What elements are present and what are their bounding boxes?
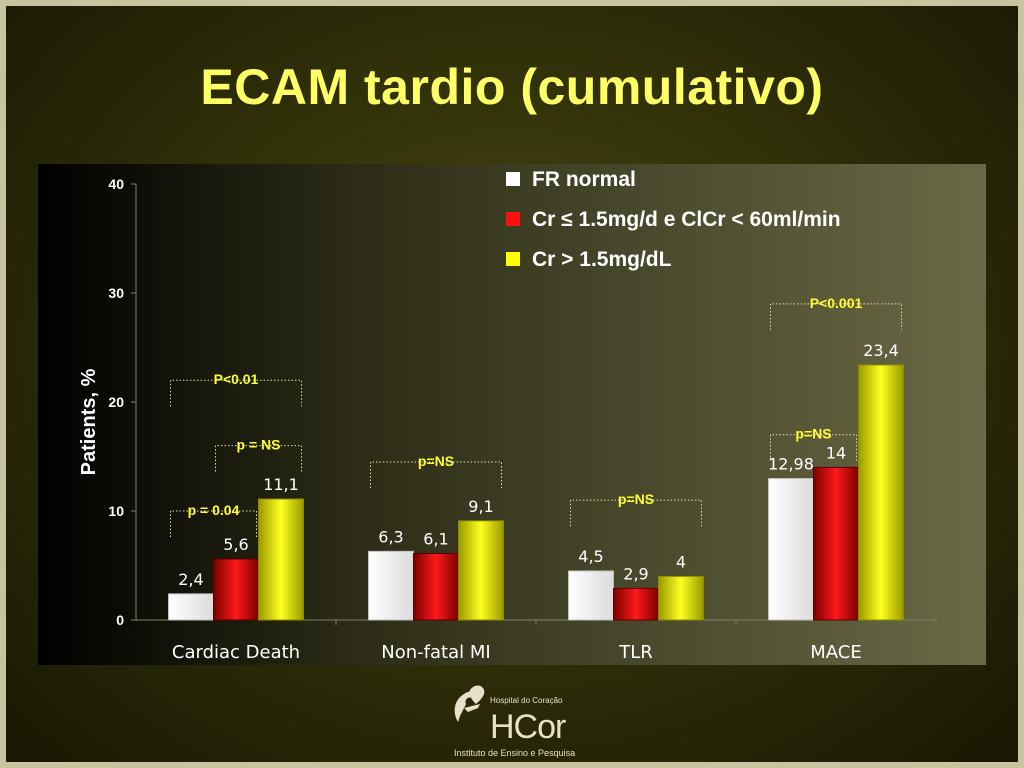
data-label: 11,1 — [263, 475, 299, 494]
bar-2-2 — [413, 553, 459, 621]
data-label: 14 — [826, 443, 846, 462]
bar-1-2 — [368, 550, 414, 621]
bar-1-4 — [768, 478, 814, 621]
chart: 0 10 20 30 40 Cardiac Death Non-fatal MI TLR MAC… — [38, 164, 986, 665]
significance-label: p = 0.04 — [188, 502, 240, 518]
significance-label: P<0.001 — [810, 295, 863, 311]
legend-swatch-1 — [506, 172, 520, 186]
y-tick-label: 20 — [108, 394, 124, 410]
bars-layer: 2,4 6,3 4,5 12,98 5,6 6,1 2,9 14 11,1 9,1 4 23,4 — [168, 341, 904, 621]
category-label: Non-fatal MI — [381, 642, 490, 663]
data-label: 4,5 — [578, 547, 603, 566]
data-label: 12,98 — [768, 455, 814, 474]
logo-hospital-name: Hospital do Coração — [490, 696, 563, 705]
bar-2-3 — [613, 587, 659, 621]
significance-bracket — [570, 499, 702, 527]
significance-bracket — [170, 379, 302, 407]
slide: ECAM tardio (cumulativo) — [6, 6, 1018, 762]
significance-label: p=NS — [795, 426, 831, 442]
legend-label-2: Cr ≤ 1.5mg/d e ClCr < 60ml/min — [532, 208, 841, 231]
y-tick-label: 0 — [116, 612, 124, 628]
significance-label: P<0.01 — [214, 371, 259, 387]
significance-label: p = NS — [237, 437, 281, 453]
legend-label-1: FR normal — [532, 168, 636, 191]
data-label: 9,1 — [468, 497, 493, 516]
data-label: 2,9 — [623, 564, 648, 583]
data-label: 5,6 — [223, 535, 248, 554]
data-label: 6,3 — [378, 527, 403, 546]
y-tick-label: 30 — [108, 285, 124, 301]
data-label: 2,4 — [178, 570, 203, 589]
bar-1-1 — [168, 593, 214, 621]
y-axis-label: Patients, % — [78, 368, 100, 475]
category-label: Cardiac Death — [172, 642, 300, 663]
significance-bracket — [370, 461, 502, 488]
bar-2-1 — [213, 558, 259, 621]
data-label: 23,4 — [863, 341, 899, 360]
data-label: 4 — [676, 552, 686, 571]
legend-swatch-3 — [506, 252, 520, 266]
annotations-layer: P<0.01 p = NS p = 0.04 p=NS p=NS p=NS P<0.001 — [170, 295, 902, 537]
axis-layer: 0 10 20 30 40 Cardiac Death Non-fatal MI TLR MAC… — [108, 176, 937, 663]
bar-3-4 — [858, 364, 904, 621]
category-label: TLR — [618, 642, 653, 663]
logo-brand: HCor — [490, 708, 566, 746]
legend-label-3: Cr > 1.5mg/dL — [532, 248, 672, 271]
legend: FR normal Cr ≤ 1.5mg/d e ClCr < 60ml/min C… — [506, 168, 841, 271]
bar-3-3 — [658, 575, 704, 621]
bar-3-2 — [458, 520, 504, 621]
logo-institute: Instituto de Ensino e Pesquisa — [454, 748, 576, 758]
category-label: MACE — [810, 642, 861, 663]
hcor-logo: Hospital do Coração HCor Instituto de En… — [446, 678, 606, 762]
legend-swatch-2 — [506, 212, 520, 226]
logo-hand-heart-icon — [454, 685, 485, 722]
data-label: 6,1 — [423, 530, 448, 549]
y-tick-label: 40 — [108, 176, 124, 192]
significance-label: p=NS — [618, 491, 654, 507]
y-tick-label: 10 — [108, 503, 124, 519]
significance-bracket — [770, 303, 902, 330]
bar-1-3 — [568, 570, 614, 621]
bar-2-4 — [813, 466, 859, 621]
slide-title: ECAM tardio (cumulativo) — [200, 59, 824, 115]
bar-3-1 — [258, 498, 304, 621]
significance-label: p=NS — [418, 453, 454, 469]
